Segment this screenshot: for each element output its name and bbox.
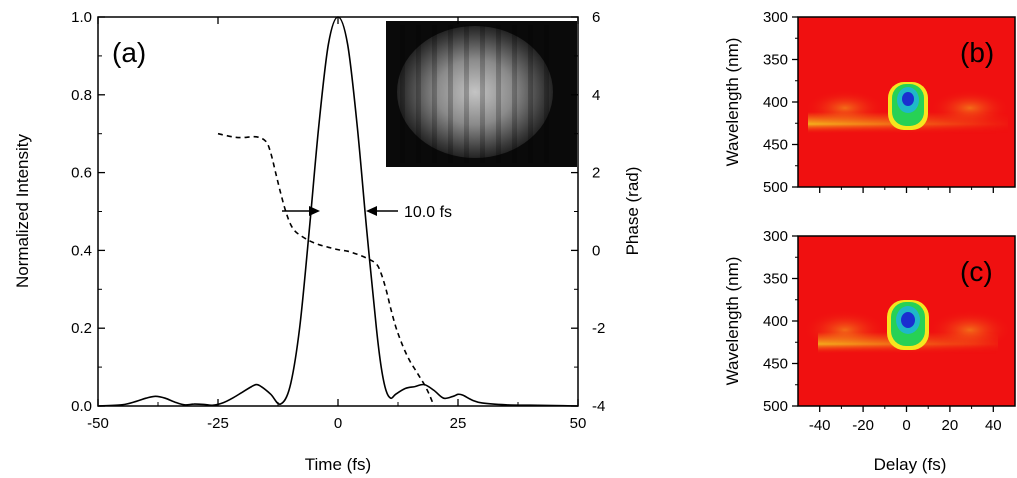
x-tick-label-c: 0 [902,417,910,434]
x-tick-label-a: 0 [334,415,342,432]
y2-tick-label-a: -4 [592,398,605,415]
heatmap-c-features [803,300,1012,354]
x-axis-title-a: Time (fs) [305,455,371,474]
y2-tick-label-a: 4 [592,87,600,104]
y-tick-label-c: 500 [763,398,788,415]
y-tick-label-c: 450 [763,356,788,373]
intensity-curve [97,16,579,407]
x-tick-label-c: -20 [852,417,874,434]
y-tick-label-a: 0.2 [71,320,92,337]
y-tick-label-a: 0.0 [71,398,92,415]
panel-label-b: (b) [960,37,994,68]
panel-label-a: (a) [112,37,146,68]
y-axis-title-c: Wavelength (nm) [723,257,742,386]
y-tick-label-b: 450 [763,137,788,154]
y2-axis-title-a: Phase (rad) [623,167,642,256]
x-tick-label-c: 20 [942,417,959,434]
y-tick-label-a: 1.0 [71,9,92,26]
phase-curve [217,132,435,407]
x-tick-label-a: -50 [87,415,109,432]
panel-label-c: (c) [960,256,993,287]
fwhm-label: 10.0 fs [404,204,452,221]
y-axis-title-a: Normalized Intensity [13,134,32,289]
y2-tick-label-a: -2 [592,320,605,337]
x-tick-label-c: 40 [985,417,1002,434]
x-tick-label-c: -40 [809,417,831,434]
y-tick-label-a: 0.6 [71,165,92,182]
panel-c: 300 350 400 450 500 -40 -20 0 20 40 (c) Wavelengt… [723,228,1016,474]
ticks-b [792,16,994,193]
tick-labels-a: -50 -25 0 25 50 0.0 0.2 0.4 0.6 0.8 1.0 -4 -2 0 2 4 6 [71,9,605,432]
ticks-a [97,16,579,407]
panel-b: 300 350 400 450 500 (b) Wavelength (nm) [723,9,1016,196]
y-tick-label-a: 0.4 [71,242,92,259]
y2-tick-label-a: 6 [592,9,600,26]
y-tick-label-b: 400 [763,94,788,111]
y-tick-label-a: 0.8 [71,87,92,104]
heatmap-b-features [805,82,1010,134]
tick-labels-b: 300 350 400 450 500 [763,9,788,196]
y-tick-label-b: 350 [763,52,788,69]
tick-labels-c: 300 350 400 450 500 -40 -20 0 20 40 [763,228,1002,434]
x-tick-label-a: 50 [570,415,587,432]
y-tick-label-b: 500 [763,179,788,196]
y2-tick-label-a: 0 [592,242,600,259]
x-tick-label-a: -25 [207,415,229,432]
y-tick-label-c: 350 [763,271,788,288]
y-axis-title-b: Wavelength (nm) [723,38,742,167]
ticks-c [792,235,994,412]
panel-a: -50 -25 0 25 50 0.0 0.2 0.4 0.6 0.8 1.0 -4 -2 0 2 4 6 10… [13,9,642,474]
x-axis-title-c: Delay (fs) [874,455,947,474]
y-tick-label-b: 300 [763,9,788,26]
fwhm-arrows [282,206,398,216]
x-tick-label-a: 25 [450,415,467,432]
y-tick-label-c: 400 [763,313,788,330]
y-tick-label-c: 300 [763,228,788,245]
inset-beam-image [386,21,577,167]
y2-tick-label-a: 2 [592,165,600,182]
